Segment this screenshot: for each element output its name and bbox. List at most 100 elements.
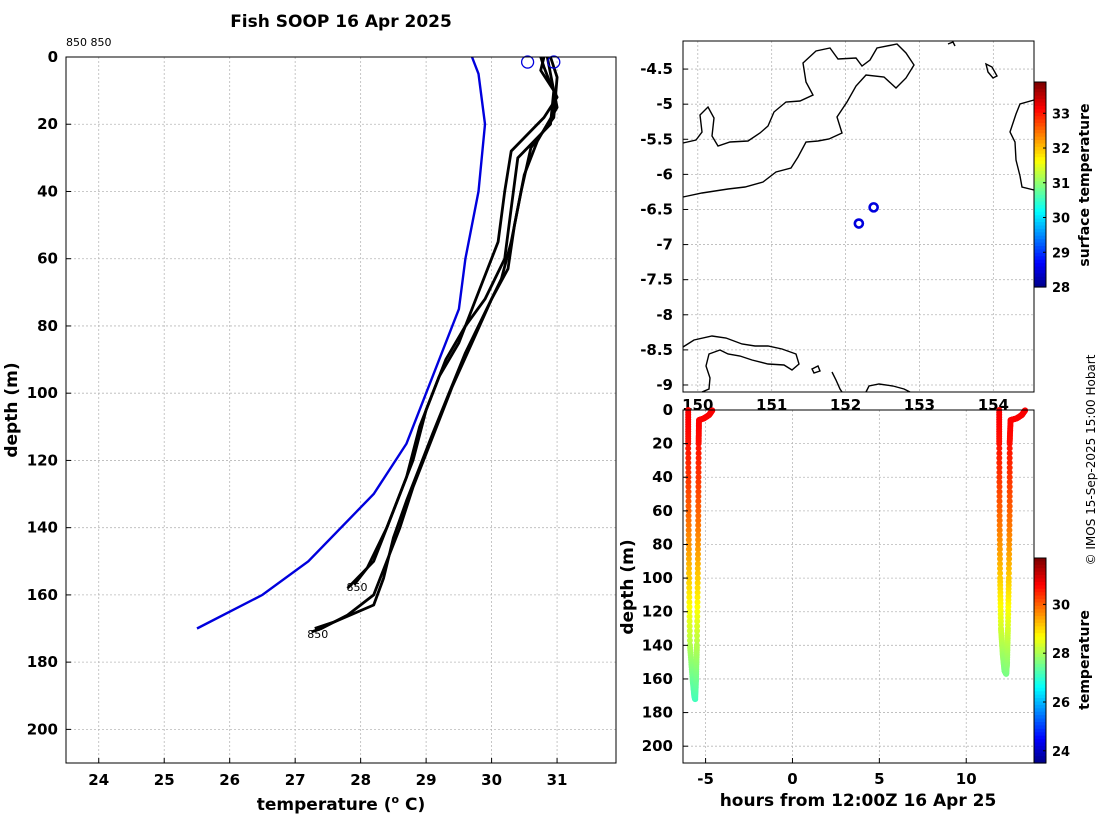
- profile-ticks: 24 25 26 27 28 29 30 31 0 20 40 60 80 100 120 140 160 180…: [27, 48, 568, 789]
- colorbar-segment: [1034, 276, 1046, 281]
- temperature-sample-point: [996, 536, 1003, 543]
- profile-ytick-label: 0: [48, 48, 58, 66]
- profile-ytick-label: 180: [27, 653, 58, 671]
- colorbar-tick-label: 30: [1052, 598, 1070, 613]
- temperature-sample-point: [1006, 541, 1013, 548]
- colorbar-segment: [1034, 259, 1046, 264]
- temperature-sample-point: [694, 613, 701, 620]
- colorbar-segment: [1034, 95, 1046, 100]
- temperature-sample-point: [686, 637, 693, 644]
- colorbar-segment: [1034, 157, 1046, 162]
- colorbar-segment: [1034, 612, 1046, 617]
- time-depth-ytick-label: 140: [642, 636, 673, 654]
- drop-location-marker: [547, 55, 561, 69]
- colorbar-segment: [1034, 143, 1046, 148]
- colorbar-segment: [1034, 191, 1046, 196]
- colorbar-segment: [1034, 222, 1046, 227]
- temperature-sample-point: [694, 565, 701, 572]
- temperature-sample-point: [1006, 488, 1013, 495]
- colorbar-segment: [1034, 602, 1046, 607]
- time-depth-xtick-label: 0: [787, 770, 797, 788]
- temperature-sample-point: [996, 445, 1003, 452]
- temperature-sample-point: [694, 627, 701, 634]
- temperature-sample-point: [694, 608, 701, 615]
- temperature-sample-point: [695, 517, 702, 524]
- colorbar-segment: [1034, 588, 1046, 593]
- temperature-sample-point: [1006, 455, 1013, 461]
- temperature-colorbar: 24 26 28 30: [1033, 557, 1070, 764]
- temperature-sample-point: [1006, 507, 1013, 514]
- temperature-sample-point: [685, 512, 692, 519]
- chart-title: Fish SOOP 16 Apr 2025: [230, 12, 452, 32]
- colorbar-segment: [1034, 704, 1046, 709]
- temperature-sample-point: [1006, 450, 1013, 457]
- colorbar-segment: [1034, 170, 1046, 175]
- temperature-sample-point: [685, 531, 692, 538]
- time-depth-xtick-label: 5: [874, 770, 884, 788]
- colorbar-segment: [1034, 252, 1046, 257]
- temperature-sample-point: [686, 623, 693, 630]
- colorbar-segment: [1034, 167, 1046, 172]
- map-ytick-label: -6.5: [640, 200, 673, 218]
- temperature-sample-point: [996, 517, 1003, 524]
- colorbar-tick-label: 24: [1052, 745, 1070, 760]
- colorbar-segment: [1034, 581, 1046, 586]
- colorbar-segment: [1034, 728, 1046, 733]
- profile-xtick-label: 25: [154, 771, 175, 789]
- colorbar-segment: [1034, 181, 1046, 186]
- temperature-sample-point: [686, 570, 692, 577]
- colorbar-segment: [1034, 575, 1046, 580]
- colorbar-segment: [1034, 622, 1046, 627]
- temperature-sample-point: [685, 474, 692, 481]
- colorbar-segment: [1034, 153, 1046, 158]
- temperature-sample-point: [1005, 570, 1012, 577]
- colorbar-segment: [1034, 745, 1046, 750]
- colorbar-segment: [1034, 585, 1046, 590]
- temperature-sample-point: [685, 498, 692, 505]
- colorbar-segment: [1034, 205, 1046, 210]
- map-ytick-label: -6: [656, 165, 673, 183]
- temperature-sample-point: [685, 483, 692, 490]
- temperature-sample-point: [686, 613, 693, 620]
- colorbar-segment: [1034, 140, 1046, 145]
- temperature-sample-point: [685, 479, 692, 485]
- map-xtick-label: 151: [756, 396, 787, 414]
- colorbar-segment: [1034, 568, 1046, 573]
- temperature-sample-point: [996, 493, 1003, 500]
- map-ytick-label: -5: [656, 95, 673, 113]
- time-depth-grid: [683, 409, 1034, 763]
- temperature-sample-point: [997, 565, 1003, 572]
- temperature-sample-point: [997, 570, 1004, 577]
- temperature-sample-point: [685, 517, 692, 524]
- colorbar-segment: [1034, 273, 1046, 278]
- temperature-sample-point: [686, 618, 693, 625]
- temperature-sample-point: [694, 632, 700, 639]
- temperature-sample-point: [996, 455, 1003, 461]
- map-ytick-label: -8: [656, 306, 673, 324]
- temperature-sample-point: [1006, 464, 1013, 471]
- colorbar-tick-label: 28: [1052, 647, 1070, 662]
- temperature-sample-point: [695, 541, 701, 548]
- time-depth-xlabel: hours from 12:00Z 16 Apr 25: [720, 791, 997, 811]
- temperature-sample-point: [695, 455, 702, 461]
- colorbar-tick-label: 31: [1052, 177, 1070, 192]
- station-marker: [853, 218, 865, 229]
- colorbar-segment: [1034, 208, 1046, 213]
- profile-xlabel-sup: o: [392, 793, 400, 806]
- profile-grid: [66, 56, 616, 763]
- profile-xtick-label: 28: [350, 771, 371, 789]
- temperature-sample-point: [686, 599, 693, 606]
- map-ytick-label: -5.5: [640, 130, 673, 148]
- colorbar-segment: [1034, 677, 1046, 682]
- temperature-sample-point: [1005, 565, 1012, 572]
- temperature-sample-point: [694, 623, 701, 630]
- temperature-sample-point: [685, 450, 692, 457]
- colorbar-segment: [1034, 85, 1046, 90]
- colorbar-segment: [1034, 739, 1046, 744]
- colorbar-segment: [1034, 116, 1046, 121]
- colorbar-segment: [1034, 235, 1046, 240]
- temperature-sample-point: [695, 498, 702, 505]
- colorbar-segment: [1034, 725, 1046, 730]
